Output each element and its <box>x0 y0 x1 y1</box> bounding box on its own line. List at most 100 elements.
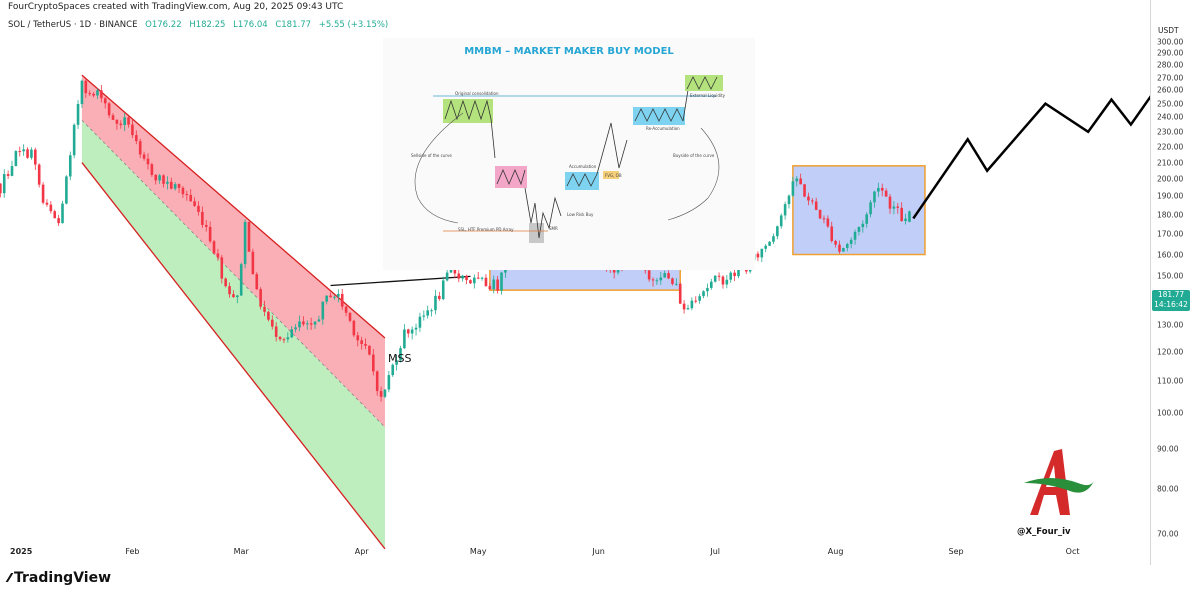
tradingview-brand: TradingView <box>14 570 112 586</box>
price-chart[interactable] <box>0 0 1150 565</box>
candle-body <box>107 103 111 116</box>
candle-body <box>733 272 736 277</box>
symbol-name[interactable]: SOL / TetherUS · 1D · BINANCE <box>8 20 138 30</box>
time-tick: Oct <box>1065 547 1080 556</box>
candle-body <box>239 264 243 296</box>
candle-body <box>364 343 367 346</box>
candle-body <box>263 306 266 312</box>
candle-body <box>842 247 845 252</box>
candle-body <box>127 117 130 125</box>
candle-body <box>220 257 224 279</box>
candle-body <box>232 294 235 298</box>
candle-body <box>45 202 49 205</box>
candle-body <box>671 278 674 284</box>
candle-body <box>290 329 294 338</box>
candle-body <box>103 98 107 104</box>
candle-body <box>251 251 255 275</box>
candle-body <box>406 329 410 334</box>
candle-body <box>764 245 767 249</box>
candle-body <box>845 243 849 248</box>
candle-body <box>278 336 282 340</box>
candle-body <box>756 253 760 258</box>
price-tick: 260.00 <box>1157 85 1184 95</box>
candle-body <box>259 289 262 307</box>
price-tick: 170.00 <box>1157 229 1184 239</box>
candle-body <box>441 280 445 300</box>
price-tick: 290.00 <box>1157 48 1184 58</box>
projection-arrow <box>912 95 1150 220</box>
price-axis[interactable] <box>1150 0 1200 565</box>
mss-label: MSS <box>388 352 412 365</box>
price-tick: 120.00 <box>1157 347 1184 357</box>
candle-body <box>247 221 251 252</box>
candle-body <box>488 286 492 290</box>
candle-body <box>686 308 690 310</box>
current-price-badge: 181.77 14:16:42 <box>1152 290 1190 311</box>
candle-body <box>37 164 41 185</box>
candle-body <box>325 295 328 302</box>
label-ssl: SSL, HTF Premium PD Array <box>458 227 514 232</box>
candle-body <box>181 187 185 195</box>
candle-body <box>873 191 876 203</box>
candle-body <box>675 283 678 285</box>
candle-body <box>224 278 227 287</box>
candle-body <box>84 80 88 94</box>
candle-body <box>267 311 270 320</box>
candle-body <box>430 310 433 312</box>
price-tick: 270.00 <box>1157 73 1184 83</box>
candle-body <box>212 241 216 254</box>
channel-upper-fill <box>81 75 385 428</box>
candle-body <box>270 319 274 327</box>
candle-body <box>340 293 344 307</box>
candle-body <box>721 276 725 285</box>
candle-body <box>865 214 868 224</box>
candle-body <box>908 211 911 222</box>
candle-body <box>26 149 29 158</box>
candle-body <box>368 345 371 355</box>
candle-body <box>888 196 892 209</box>
candle-body <box>372 354 375 372</box>
candle-body <box>255 274 259 290</box>
candle-body <box>282 339 286 341</box>
candle-body <box>647 270 651 280</box>
current-price: 181.77 <box>1157 290 1185 299</box>
candle-body <box>904 218 907 222</box>
mmbm-title: MMBM – MARKET MAKER BUY MODEL <box>464 46 674 57</box>
tradingview-logo[interactable]: ⁄⁄ TradingView <box>8 570 111 586</box>
label-external-liquidity: External Liquidity <box>690 93 725 98</box>
candle-body <box>337 293 340 297</box>
price-tick: 130.00 <box>1157 320 1184 330</box>
candle-body <box>352 320 356 336</box>
candle-body <box>142 154 146 159</box>
price-tick: 250.00 <box>1157 99 1184 109</box>
candles <box>0 79 911 402</box>
mmbm-sketch <box>414 75 723 243</box>
candle-body <box>768 241 771 246</box>
candle-body <box>18 151 22 153</box>
candle-body <box>14 151 18 167</box>
ohlc-high: H182.25 <box>189 20 226 30</box>
candle-body <box>169 181 173 189</box>
chart-credit: FourCryptoSpaces created with TradingVie… <box>8 2 344 12</box>
channel-lower-line <box>81 162 386 550</box>
mmbm-diagram: MMBM – MARKET MAKER BUY MODEL Original c… <box>383 38 755 270</box>
candle-body <box>34 149 37 165</box>
candle-body <box>690 300 694 309</box>
candle-body <box>465 275 468 281</box>
price-tick: 100.00 <box>1157 408 1184 418</box>
candle-body <box>146 158 150 165</box>
candle-body <box>760 248 764 258</box>
candle-body <box>197 205 200 212</box>
candle-body <box>892 206 896 209</box>
candle-body <box>0 183 2 194</box>
candle-body <box>317 319 321 322</box>
candle-body <box>799 178 802 185</box>
candle-body <box>111 115 115 120</box>
tradingview-icon: ⁄⁄ <box>8 571 11 585</box>
candle-body <box>302 321 305 325</box>
label-re-accumulation: Re-Accumulation <box>646 126 680 131</box>
candle-body <box>410 329 414 334</box>
price-tick: 160.00 <box>1157 250 1184 260</box>
label-accumulation: Accumulation <box>569 164 597 169</box>
candle-body <box>473 277 476 284</box>
